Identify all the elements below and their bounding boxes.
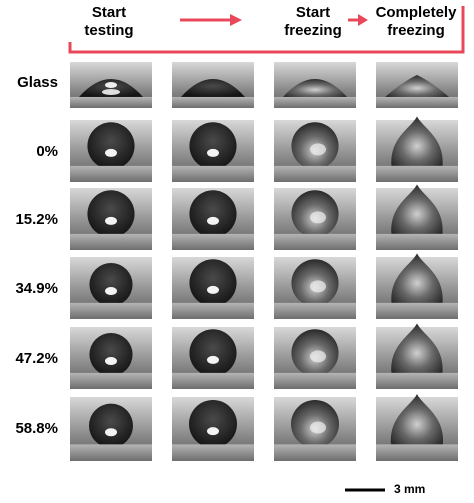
droplet (189, 259, 237, 307)
substrate (274, 96, 356, 108)
droplet-photo (172, 188, 254, 250)
droplet-photo (376, 393, 458, 461)
droplet-photo (172, 397, 254, 461)
droplet (390, 393, 444, 445)
highlight (102, 88, 120, 95)
substrate (376, 444, 458, 461)
substrate (274, 165, 356, 182)
droplet-photo (274, 62, 356, 108)
droplet (89, 403, 133, 448)
droplet (283, 78, 347, 97)
droplet-photo (172, 257, 254, 319)
substrate (172, 96, 254, 108)
droplet-photo (70, 120, 152, 182)
droplet-photo (70, 62, 152, 108)
droplet (181, 78, 245, 97)
droplet-photo (376, 323, 458, 389)
substrate (376, 372, 458, 389)
substrate (172, 233, 254, 250)
highlight (105, 287, 117, 296)
row-label: 58.8% (15, 420, 58, 437)
substrate (172, 372, 254, 389)
droplet-photo (376, 184, 458, 250)
substrate (172, 165, 254, 182)
substrate (274, 302, 356, 319)
substrate (172, 444, 254, 461)
header-label: Start freezing (284, 4, 342, 39)
droplet-photo (274, 188, 356, 250)
highlight (207, 216, 219, 225)
droplet-photo (274, 327, 356, 389)
droplet (189, 190, 237, 238)
droplet (385, 74, 449, 97)
droplet-photo (70, 327, 152, 389)
arrow-heads (230, 14, 368, 26)
substrate (70, 372, 152, 389)
droplet (87, 122, 135, 170)
highlight (207, 285, 219, 294)
droplet (189, 122, 237, 170)
highlight (105, 357, 117, 366)
droplet (87, 190, 135, 238)
substrate (70, 444, 152, 461)
highlight (207, 148, 219, 157)
droplet-photo (376, 62, 458, 108)
substrate (274, 444, 356, 461)
droplet-photo (172, 120, 254, 182)
droplet (391, 253, 443, 303)
header-label: Start testing (84, 4, 134, 39)
highlight (310, 280, 326, 293)
highlight (105, 216, 117, 225)
droplet (189, 399, 237, 448)
substrate (70, 302, 152, 319)
row-label: 0% (36, 143, 58, 160)
highlight (310, 350, 326, 363)
substrate (376, 165, 458, 182)
row-label: 47.2% (15, 350, 58, 367)
droplet-photo (274, 120, 356, 182)
header-label: Completely freezing (375, 4, 457, 39)
droplet-photo (70, 257, 152, 319)
droplet-photo (274, 257, 356, 319)
droplet-photo (172, 62, 254, 108)
row-label: 34.9% (15, 280, 58, 297)
substrate (376, 96, 458, 108)
droplet (391, 116, 443, 166)
droplet-photo (376, 116, 458, 182)
droplet (391, 184, 443, 234)
row-label: 15.2% (15, 211, 58, 228)
droplet-photo (172, 327, 254, 389)
highlight (207, 355, 219, 364)
substrate (376, 233, 458, 250)
droplet-photo (376, 253, 458, 319)
droplet-photo (70, 188, 152, 250)
droplet-photo (274, 397, 356, 461)
highlight (310, 143, 326, 156)
substrate (70, 96, 152, 108)
highlight (310, 421, 326, 434)
droplet-photo (70, 397, 152, 461)
substrate (274, 233, 356, 250)
substrate (274, 372, 356, 389)
highlight (105, 81, 117, 88)
substrate (70, 233, 152, 250)
droplet (391, 323, 443, 373)
substrate (70, 165, 152, 182)
droplet (89, 332, 133, 377)
highlight (207, 427, 219, 436)
substrate (376, 302, 458, 319)
highlight (105, 148, 117, 157)
droplet (189, 329, 237, 377)
highlight (310, 211, 326, 224)
highlight (105, 428, 117, 437)
substrate (172, 302, 254, 319)
row-label: Glass (17, 74, 58, 91)
droplet (89, 262, 133, 307)
scale-label: 3 mm (394, 482, 426, 496)
